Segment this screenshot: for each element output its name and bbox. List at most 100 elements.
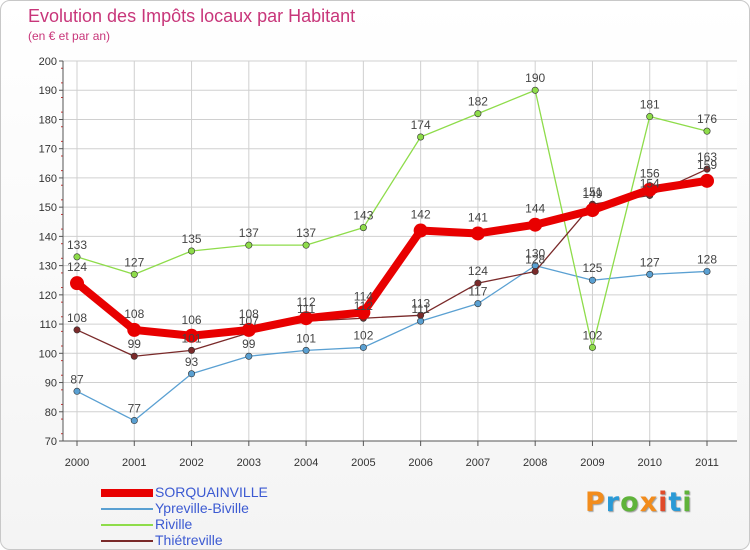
data-point (130, 352, 138, 360)
y-tick-label: 110 (39, 319, 57, 331)
data-point (585, 203, 600, 218)
data-label: 87 (70, 372, 84, 386)
y-tick-label: 200 (39, 56, 57, 68)
x-tick-label: 2007 (466, 457, 490, 469)
x-tick-label: 2005 (351, 457, 375, 469)
legend-label: Ypreville-Biville (155, 500, 249, 516)
data-label: 156 (640, 167, 660, 181)
y-tick-label: 70 (45, 436, 57, 448)
legend-label: SORQUAINVILLE (155, 484, 268, 500)
data-point (588, 343, 596, 351)
x-tick-label: 2001 (122, 457, 146, 469)
data-label: 77 (128, 402, 142, 416)
data-label: 102 (353, 328, 373, 342)
x-tick-label: 2003 (237, 457, 261, 469)
x-tick-label: 2009 (580, 457, 604, 469)
legend-label: Thiétreville (155, 532, 223, 548)
data-point (127, 322, 142, 337)
logo-letter: t (668, 487, 683, 518)
data-label: 154 (640, 176, 660, 190)
data-point (700, 173, 714, 188)
data-point (646, 113, 654, 121)
x-tick-label: 2004 (294, 457, 318, 469)
x-tick-label: 2010 (637, 457, 661, 469)
data-point (73, 326, 81, 334)
data-point (417, 311, 425, 319)
data-point (359, 224, 367, 232)
series-line-1 (76, 264, 708, 422)
y-tick-label: 100 (39, 348, 57, 360)
data-label: 125 (582, 261, 602, 275)
data-label: 107 (239, 314, 259, 328)
data-label: 181 (640, 98, 660, 112)
data-point (130, 270, 138, 278)
logo-letter: r (605, 487, 621, 518)
data-label: 99 (128, 337, 142, 351)
data-label: 137 (239, 226, 259, 240)
legend-swatch (101, 508, 153, 510)
x-tick-label: 2008 (523, 457, 547, 469)
y-tick-label: 120 (39, 290, 57, 302)
logo-letter: o (620, 487, 640, 518)
data-label: 102 (582, 328, 602, 342)
data-label: 141 (468, 210, 488, 224)
data-label: 113 (411, 296, 430, 310)
proxiti-logo: Proxiti (585, 487, 693, 518)
data-point (531, 86, 539, 94)
data-point (528, 217, 543, 232)
data-point (474, 300, 482, 308)
legend-label: Riville (155, 516, 193, 532)
data-label: 128 (525, 252, 545, 266)
data-label: 128 (697, 252, 717, 266)
data-point (703, 267, 711, 275)
data-label: 101 (182, 331, 202, 345)
data-point (302, 241, 310, 249)
y-tick-label: 140 (39, 231, 57, 243)
data-label: 190 (525, 71, 545, 85)
data-point (531, 267, 539, 275)
data-point (417, 133, 425, 141)
data-label: 174 (411, 118, 431, 132)
data-label: 93 (185, 355, 199, 369)
y-tick-label: 80 (45, 407, 57, 419)
data-point (184, 328, 199, 343)
data-point (241, 322, 256, 337)
data-point (413, 223, 428, 238)
plot-area (63, 61, 737, 441)
data-label: 159 (697, 158, 717, 172)
data-label: 124 (468, 264, 488, 278)
data-point (356, 305, 371, 320)
data-label: 182 (468, 95, 488, 109)
y-tick-label: 150 (39, 202, 57, 214)
data-label: 117 (468, 285, 487, 299)
data-point (703, 165, 711, 173)
data-label: 127 (124, 255, 144, 269)
data-label: 124 (67, 260, 87, 274)
data-label: 135 (182, 232, 202, 246)
chart-title: Evolution des Impôts locaux par Habitant (28, 6, 356, 26)
data-point (188, 247, 196, 255)
x-tick-label: 2000 (65, 457, 89, 469)
logo-letter: i (682, 487, 693, 518)
data-point (70, 276, 84, 291)
legend-swatch (101, 540, 153, 542)
data-label: 108 (239, 307, 259, 321)
legend-swatch (101, 489, 153, 497)
data-label: 106 (182, 313, 202, 327)
data-point (474, 110, 482, 118)
data-label: 142 (411, 208, 431, 222)
data-label: 108 (124, 307, 144, 321)
data-label: 137 (296, 226, 316, 240)
data-point (188, 370, 196, 378)
y-tick-label: 180 (39, 114, 57, 126)
data-label: 112 (354, 299, 373, 313)
data-point (703, 127, 711, 135)
x-tick-label: 2006 (408, 457, 432, 469)
data-point (299, 311, 314, 326)
data-label: 130 (525, 247, 545, 261)
logo-letter: P (585, 487, 606, 518)
data-label: 112 (297, 295, 316, 309)
data-label: 99 (242, 337, 256, 351)
